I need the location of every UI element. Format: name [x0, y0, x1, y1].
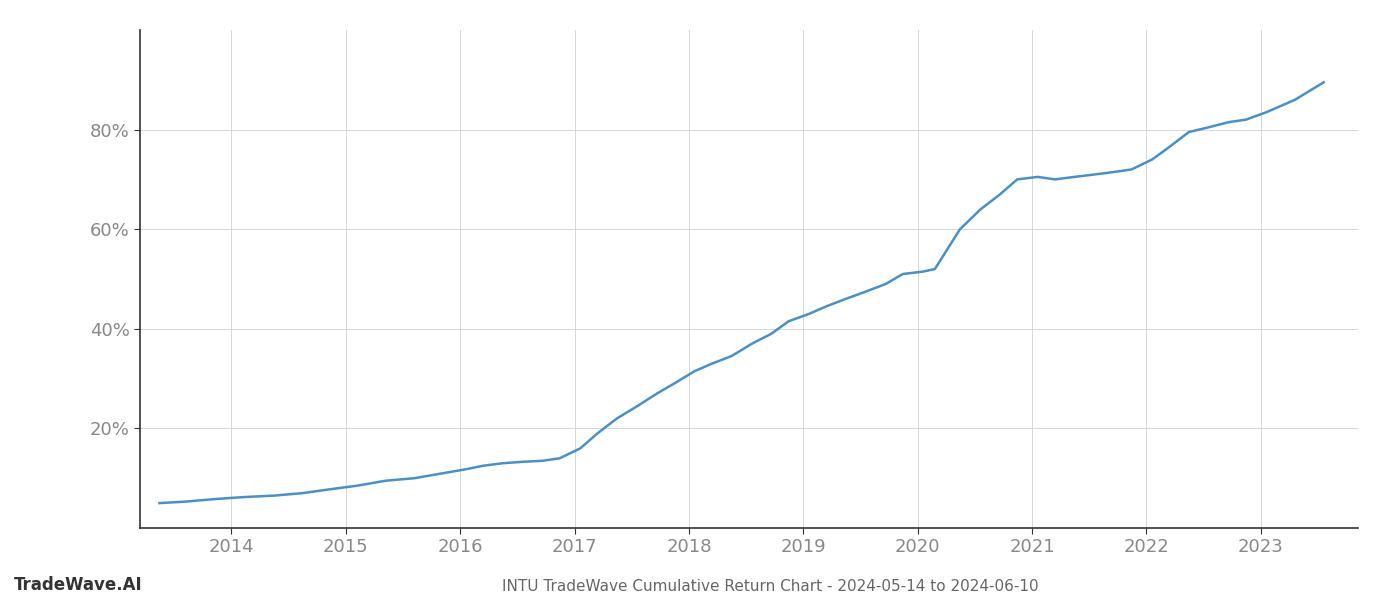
Text: TradeWave.AI: TradeWave.AI: [14, 576, 143, 594]
Text: INTU TradeWave Cumulative Return Chart - 2024-05-14 to 2024-06-10: INTU TradeWave Cumulative Return Chart -…: [501, 579, 1039, 594]
